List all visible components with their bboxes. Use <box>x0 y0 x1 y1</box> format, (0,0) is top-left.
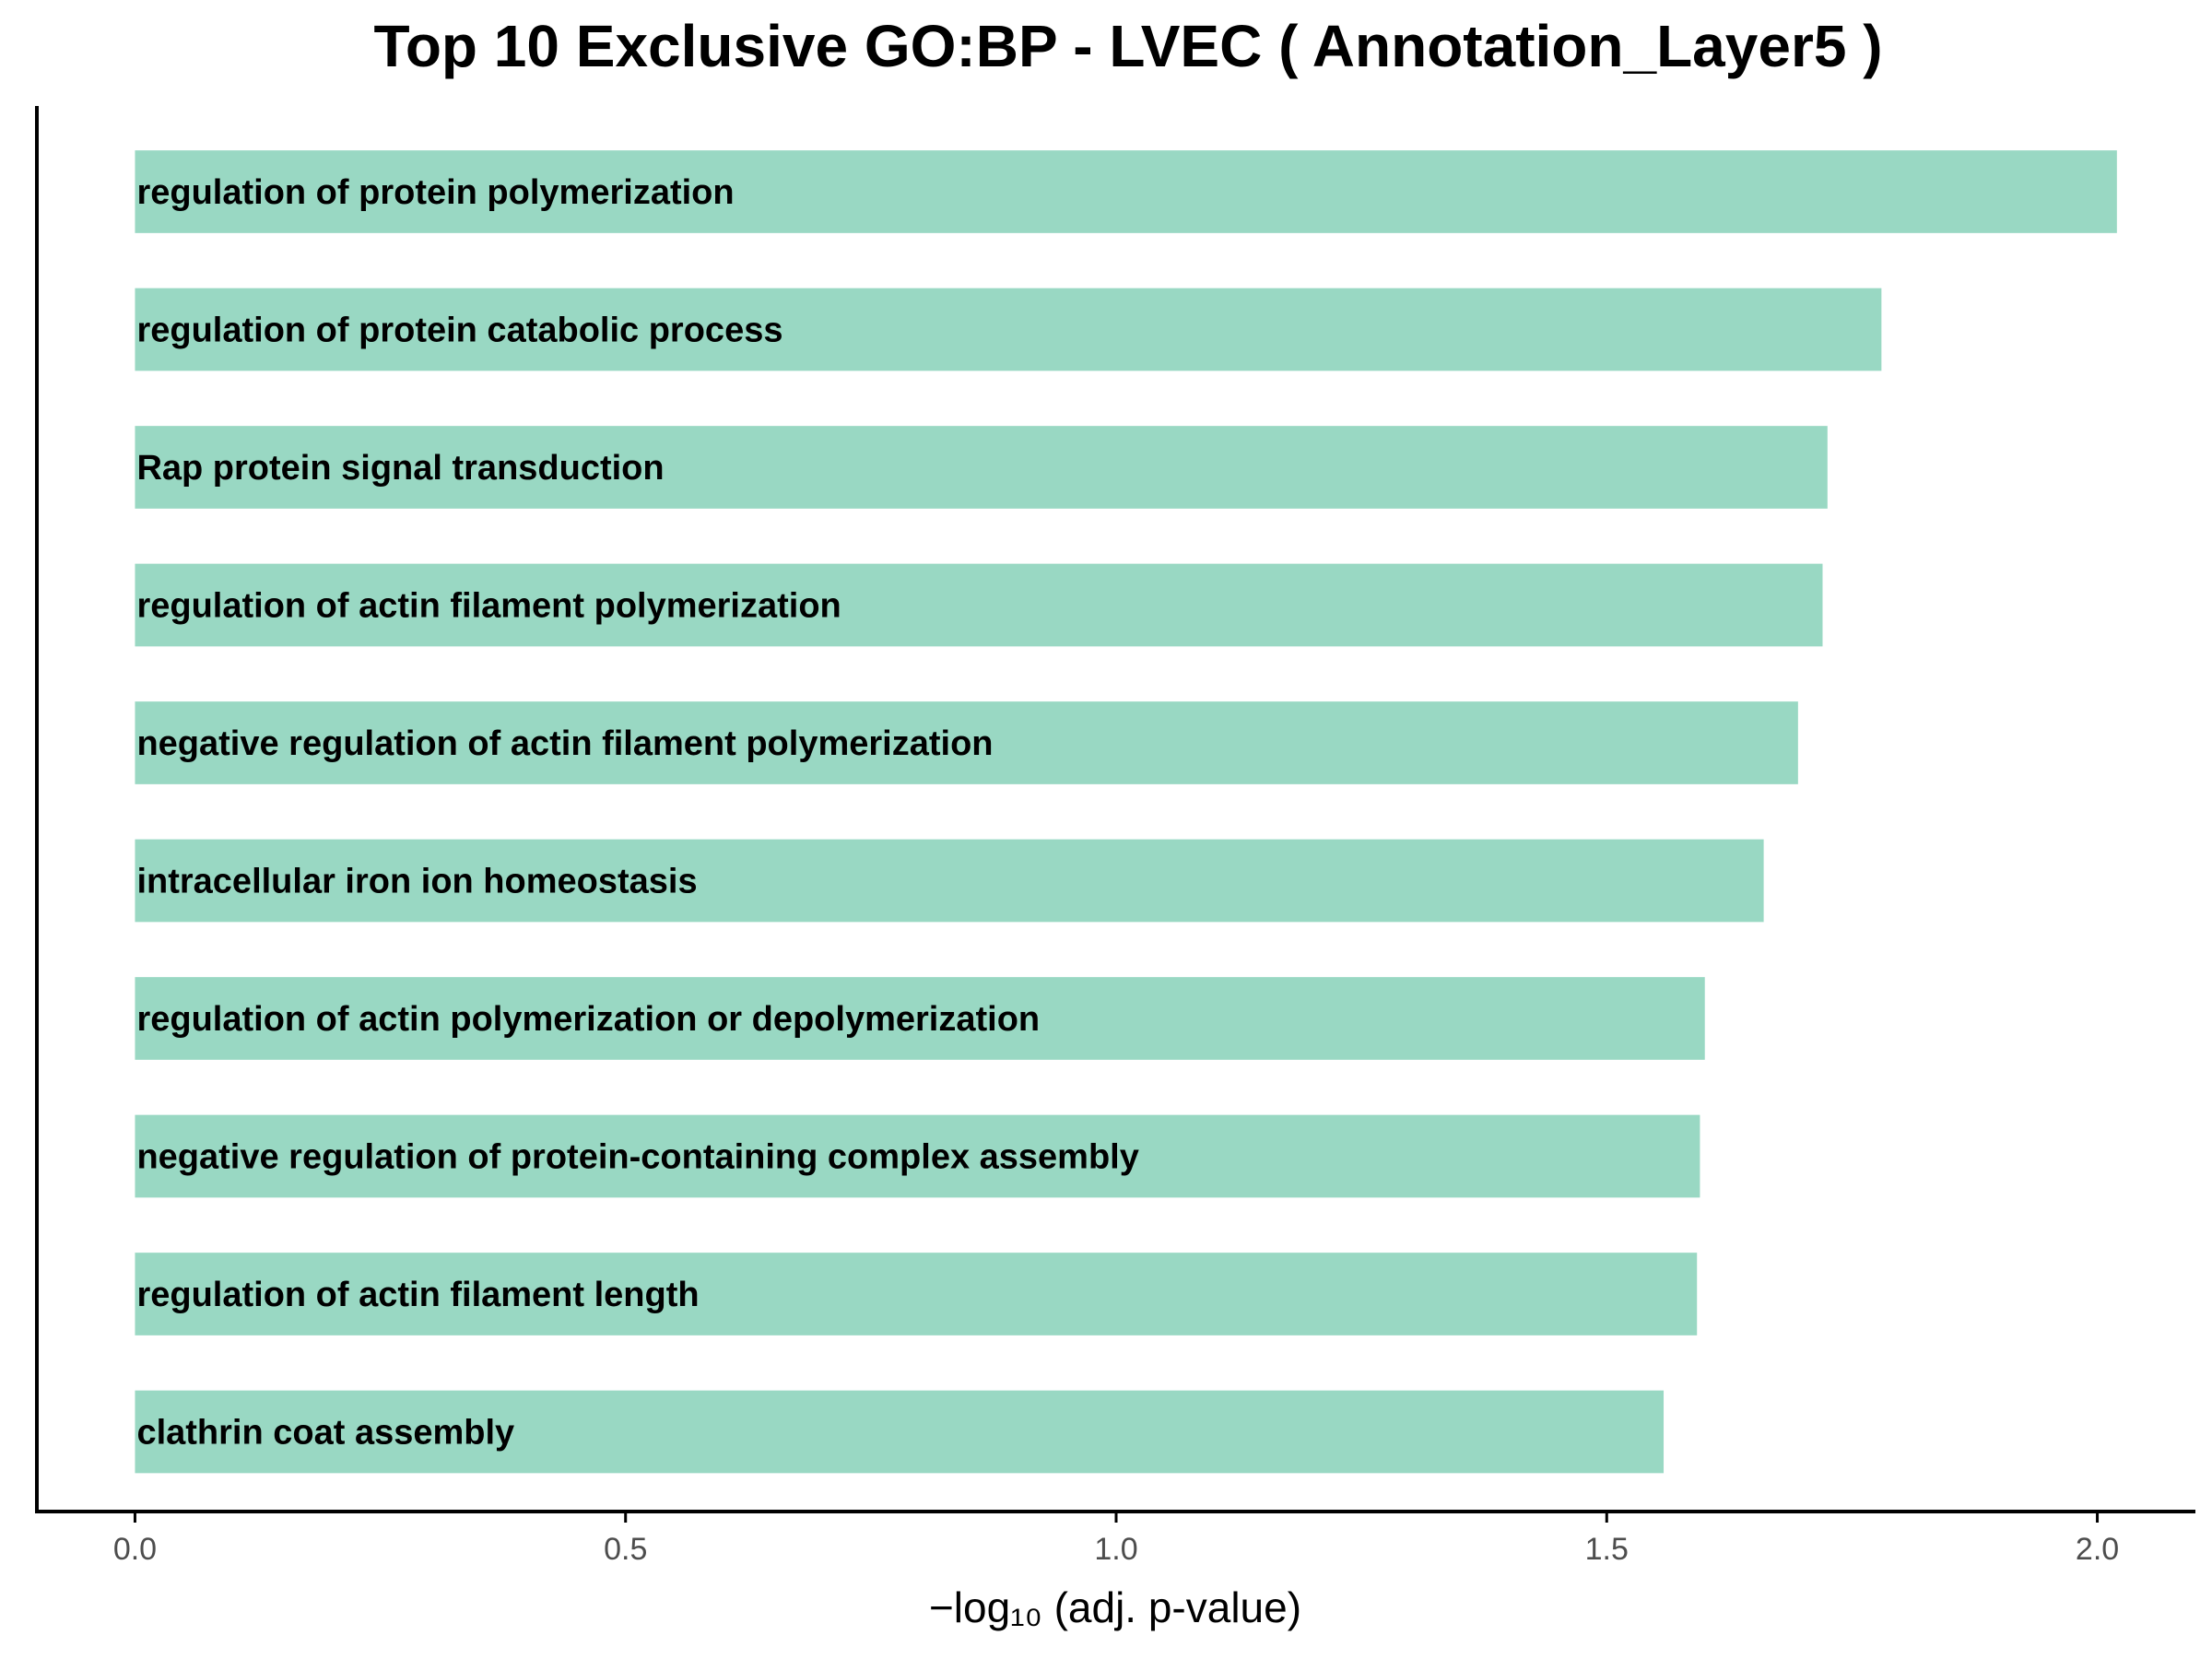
bar <box>135 563 1823 647</box>
bar-label: Rap protein signal transduction <box>136 449 664 488</box>
bar-label: regulation of actin filament length <box>136 1276 699 1314</box>
x-tick-label: 0.5 <box>604 1532 647 1567</box>
x-tick-label: 0.0 <box>113 1532 157 1567</box>
bar <box>135 977 1705 1060</box>
bar-label: negative regulation of actin filament po… <box>136 724 993 763</box>
x-ticks-group: 0.0 0.5 1.0 1.5 2.0 <box>113 1512 2119 1567</box>
bar <box>135 288 1882 371</box>
bar-label: regulation of protein polymerization <box>136 173 734 212</box>
bar-labels-group: regulation of protein polymerization regu… <box>136 173 1138 1453</box>
bar <box>135 1114 1700 1198</box>
bar-label: intracellular iron ion homeostasis <box>136 863 697 901</box>
bar <box>135 1390 1665 1474</box>
bar <box>135 150 2117 233</box>
bar-label: regulation of actin polymerization or de… <box>136 1000 1040 1039</box>
bar <box>135 1253 1698 1335</box>
x-tick-label: 1.5 <box>1585 1532 1629 1567</box>
bar-label: negative regulation of protein-containin… <box>136 1138 1138 1177</box>
bar <box>135 839 1764 923</box>
bar <box>135 701 1798 784</box>
bar-label: regulation of protein catabolic process <box>136 312 782 350</box>
chart-title: Top 10 Exclusive GO:BP - LVEC ( Annotati… <box>373 13 1882 79</box>
bar <box>135 426 1828 509</box>
x-tick-label: 2.0 <box>2076 1532 2119 1567</box>
bar-label: clathrin coat assembly <box>136 1414 514 1453</box>
x-tick-label: 1.0 <box>1094 1532 1137 1567</box>
bar-label: regulation of actin filament polymerizat… <box>136 587 841 626</box>
x-axis-title: −log₁₀ (adj. p-value) <box>929 1583 1301 1631</box>
bars-group <box>135 150 2117 1474</box>
